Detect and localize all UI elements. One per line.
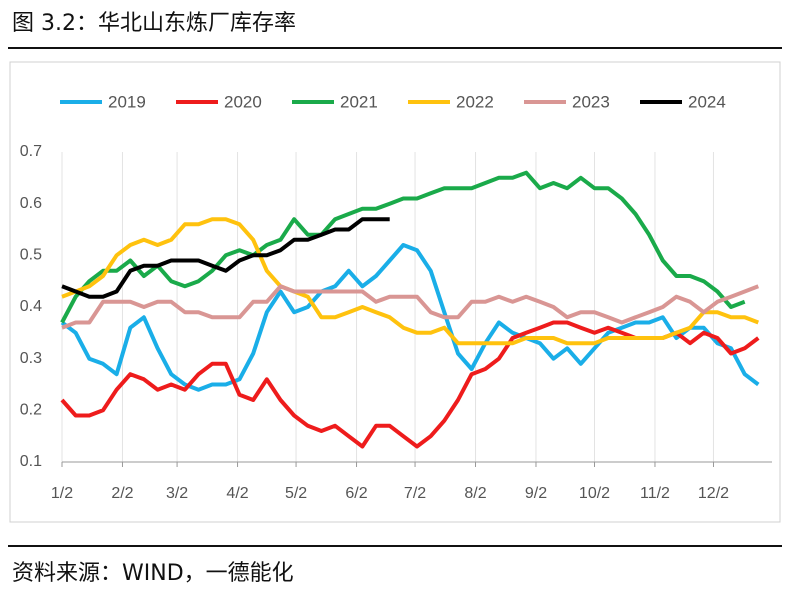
x-tick-label: 10/2 — [579, 485, 610, 502]
series-line — [60, 170, 746, 324]
y-tick-label: 0.4 — [20, 298, 42, 315]
x-tick-label: 4/2 — [226, 485, 248, 502]
x-tick-label: 2/2 — [111, 485, 133, 502]
x-tick-label: 7/2 — [404, 485, 426, 502]
legend-label: 2024 — [688, 92, 726, 111]
legend-label: 2022 — [456, 92, 494, 111]
series-line — [61, 217, 390, 299]
chart-title: 图 3.2：华北山东炼厂库存率 — [12, 11, 296, 36]
legend-label: 2021 — [340, 92, 378, 111]
y-tick-label: 0.3 — [20, 350, 42, 367]
series-line — [60, 243, 760, 392]
x-tick-label: 3/2 — [166, 485, 188, 502]
x-tick-label: 1/2 — [51, 485, 73, 502]
series-line — [61, 217, 760, 346]
y-tick-label: 0.7 — [20, 143, 42, 160]
x-tick-label: 9/2 — [525, 485, 547, 502]
x-tick-label: 5/2 — [285, 485, 307, 502]
y-tick-label: 0.1 — [20, 453, 42, 470]
x-tick-label: 12/2 — [698, 485, 729, 502]
legend-label: 2023 — [572, 92, 610, 111]
legend-label: 2020 — [224, 92, 262, 111]
x-tick-label: 11/2 — [640, 485, 670, 502]
x-tick-label: 6/2 — [345, 485, 367, 502]
source: 资料来源：WIND，一德能化 — [12, 561, 294, 586]
y-tick-label: 0.5 — [20, 247, 42, 264]
legend-label: 2019 — [108, 92, 146, 111]
y-tick-label: 0.2 — [20, 402, 42, 419]
series-line — [61, 284, 760, 330]
y-tick-label: 0.6 — [20, 195, 42, 212]
plot-frame — [9, 61, 781, 523]
x-tick-label: 8/2 — [464, 485, 486, 502]
